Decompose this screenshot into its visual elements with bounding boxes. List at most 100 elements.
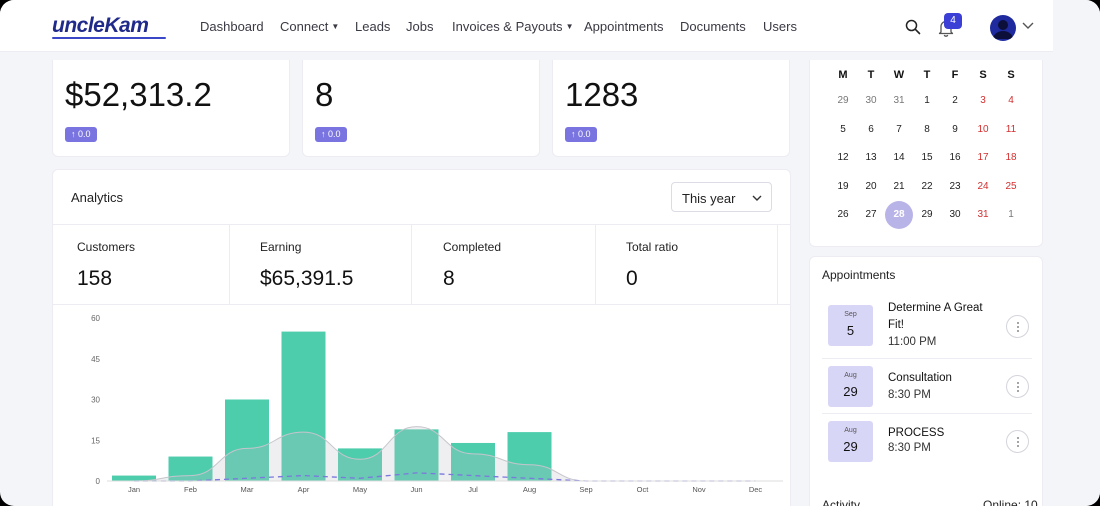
- calendar-day[interactable]: 17: [977, 152, 989, 163]
- chart-bar: [112, 475, 156, 481]
- nav-documents[interactable]: Documents: [680, 19, 746, 34]
- appointment-item[interactable]: Sep 5 Determine A Great Fit! 11:00 PM: [822, 298, 1032, 359]
- calendar-day[interactable]: 25: [1005, 180, 1017, 192]
- nav-label: Dashboard: [200, 19, 264, 34]
- logo[interactable]: uncleKam: [52, 14, 149, 37]
- more-options-icon[interactable]: [1006, 315, 1029, 338]
- calendar-day-selected[interactable]: 28: [885, 201, 913, 229]
- calendar-day[interactable]: 15: [921, 152, 933, 163]
- more-options-icon[interactable]: [1006, 375, 1029, 398]
- calendar-day[interactable]: 23: [949, 180, 961, 192]
- nav-appointments[interactable]: Appointments: [584, 19, 664, 34]
- calendar-day[interactable]: 8: [924, 123, 930, 135]
- calendar-day[interactable]: 16: [949, 152, 961, 163]
- calendar-weekday: T: [923, 69, 931, 81]
- calendar-day[interactable]: 6: [868, 123, 874, 135]
- calendar-day[interactable]: 14: [893, 152, 905, 163]
- calendar-day[interactable]: 31: [977, 209, 989, 220]
- calendar-day[interactable]: 12: [837, 152, 849, 163]
- calendar-day[interactable]: 20: [865, 180, 877, 192]
- calendar-day[interactable]: 22: [921, 180, 933, 192]
- appointment-month: Sep: [844, 311, 857, 318]
- calendar-day[interactable]: 2: [952, 95, 958, 106]
- calendar-day[interactable]: 31: [893, 95, 905, 106]
- analytics-bar-chart: 0 15 30 45 60 Jan Feb Mar Apr May Jun Jul Aug Sep Oct N…: [91, 314, 783, 494]
- stat-value: 1283: [565, 76, 639, 113]
- x-tick-label: Jul: [468, 485, 478, 494]
- appointment-time: 8:30 PM: [888, 389, 931, 401]
- calendar-day[interactable]: 9: [952, 123, 958, 135]
- calendar-weekday: T: [867, 69, 875, 81]
- user-avatar-icon[interactable]: [990, 15, 1016, 41]
- x-tick-label: May: [353, 485, 367, 494]
- chart-bar: [168, 456, 213, 481]
- online-count: Online: 10: [983, 498, 1038, 506]
- stat-card-count: 8 ↑ 0.0: [302, 60, 540, 157]
- appointment-date-chip: Aug 29: [828, 366, 873, 407]
- calendar-day[interactable]: 11: [1005, 123, 1017, 135]
- search-icon[interactable]: [905, 19, 921, 35]
- y-tick-label: 0: [96, 477, 101, 486]
- calendar-day[interactable]: 29: [837, 95, 849, 106]
- calendar-day[interactable]: 1: [1008, 209, 1014, 220]
- nav-label: Appointments: [584, 19, 664, 34]
- nav-dashboard[interactable]: Dashboard: [200, 19, 264, 34]
- nav-label: Invoices & Payouts: [452, 19, 563, 34]
- caret-down-icon: ▼: [331, 22, 340, 31]
- calendar-day[interactable]: 3: [980, 95, 986, 106]
- calendar-weekday: M: [838, 69, 848, 81]
- calendar-day[interactable]: 4: [1008, 95, 1014, 106]
- x-tick-label: Jun: [410, 485, 422, 494]
- calendar-day[interactable]: 27: [865, 209, 877, 220]
- nav-invoices-payouts[interactable]: Invoices & Payouts ▼: [452, 19, 573, 34]
- nav-label: Connect: [280, 19, 329, 34]
- y-tick-label: 15: [91, 436, 100, 445]
- calendar-day[interactable]: 1: [924, 95, 930, 106]
- metric-label: Total ratio: [626, 240, 679, 254]
- period-select[interactable]: This year: [671, 182, 772, 212]
- calendar-day[interactable]: 10: [977, 123, 989, 135]
- metrics-row: Customers 158 Earning $65,391.5 Complete…: [53, 224, 790, 305]
- appointment-date-chip: Sep 5: [828, 305, 873, 346]
- calendar-day[interactable]: 24: [977, 180, 989, 192]
- calendar-day[interactable]: 13: [865, 152, 877, 163]
- chart-bar: [507, 432, 552, 481]
- calendar-day[interactable]: 29: [921, 209, 933, 220]
- calendar-day[interactable]: 5: [840, 123, 846, 135]
- calendar-weekday: W: [893, 69, 905, 81]
- chart-area-fill: [134, 426, 756, 481]
- calendar-day[interactable]: 26: [837, 209, 849, 220]
- more-options-icon[interactable]: [1006, 430, 1029, 453]
- x-tick-label: Dec: [749, 485, 763, 494]
- calendar-day[interactable]: 21: [893, 180, 905, 192]
- calendar: M T W T F S S 29 30 31 1 2 3 4 5 6 7 8 9 10 11 12 13 14 15 16 17 18…: [809, 60, 1043, 247]
- nav-label: Jobs: [406, 19, 434, 34]
- appointment-day: 5: [846, 323, 855, 338]
- calendar-day[interactable]: 18: [1005, 152, 1017, 163]
- appointment-item[interactable]: Aug 29 Consultation 8:30 PM: [822, 359, 1032, 414]
- x-tick-label: Sep: [579, 485, 592, 494]
- caret-down-icon: ▼: [565, 22, 574, 31]
- nav-leads[interactable]: Leads: [355, 19, 390, 34]
- calendar-day[interactable]: 30: [949, 209, 961, 220]
- chevron-down-icon[interactable]: [1022, 22, 1034, 30]
- window-edge: [1053, 0, 1100, 506]
- metric-label: Completed: [443, 240, 502, 254]
- appointment-time: 11:00 PM: [888, 336, 937, 348]
- nav-jobs[interactable]: Jobs: [406, 19, 433, 34]
- chart-dashed-line: [134, 472, 756, 482]
- calendar-day[interactable]: 30: [865, 95, 877, 106]
- stat-value: 8: [315, 76, 334, 113]
- appointment-time: 8:30 PM: [888, 442, 931, 454]
- stat-card-revenue: $52,313.2 ↑ 0.0: [52, 60, 290, 157]
- stat-value: $52,313.2: [65, 76, 212, 113]
- appointment-item[interactable]: Aug 29 PROCESS 8:30 PM: [822, 414, 1032, 469]
- nav-users[interactable]: Users: [763, 19, 797, 34]
- nav-connect[interactable]: Connect ▼: [280, 19, 339, 34]
- metric-value: $65,391.5: [260, 267, 354, 290]
- calendar-day[interactable]: 19: [837, 180, 849, 192]
- activity-label: Activity: [822, 498, 861, 506]
- metric-label: Customers: [77, 240, 136, 254]
- calendar-day[interactable]: 7: [896, 123, 902, 135]
